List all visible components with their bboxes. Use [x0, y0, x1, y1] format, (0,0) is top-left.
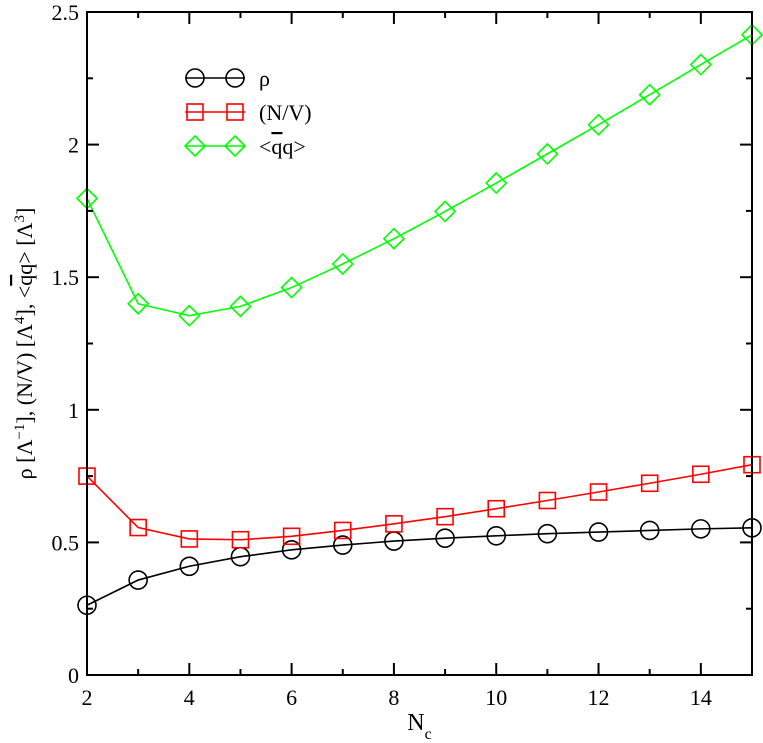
data-point-1 [487, 499, 506, 518]
legend-label: (N/V) [259, 100, 312, 125]
y-axis-label-part: q [12, 275, 37, 286]
data-point-1 [129, 518, 147, 537]
y-axis-label-part: ], (N/V) [Λ [12, 324, 37, 424]
legend-marker [186, 103, 204, 121]
data-point-0 [128, 570, 148, 590]
data-point-0 [691, 519, 711, 539]
y-axis-label-part: 4 [12, 316, 28, 324]
x-tick-label: 10 [485, 685, 507, 710]
y-tick-label: 0 [68, 663, 79, 688]
y-tick-label: 1.5 [52, 265, 80, 290]
series-layer [75, 23, 763, 616]
x-tick-label: 6 [286, 685, 297, 710]
x-tick-label: 8 [388, 685, 399, 710]
data-point-0 [435, 528, 455, 548]
data-point-1 [436, 507, 454, 526]
data-point-1 [180, 530, 199, 548]
data-point-2 [433, 200, 457, 223]
data-point-1 [589, 483, 608, 501]
legend-marker [185, 68, 205, 88]
data-point-0 [537, 523, 558, 544]
y-axis-label-part: ], < [12, 286, 37, 317]
x-axis-label-main: N [407, 710, 424, 736]
legend-marker [225, 68, 245, 88]
y-axis-label-part: 3 [12, 215, 28, 223]
legend-entry-0: ρ [185, 66, 270, 91]
y-tick-label: 2.5 [52, 0, 80, 25]
legend-label-part: < [259, 134, 271, 159]
legend-entry-2: <qq> [183, 134, 306, 159]
y-axis-label-part: q> [Λ [12, 222, 37, 274]
x-axis-label: Nc [407, 710, 431, 743]
legend-label: <qq> [259, 134, 306, 159]
data-point-1 [333, 521, 352, 540]
data-point-2 [638, 83, 661, 106]
data-point-2 [382, 227, 406, 250]
data-point-2 [127, 292, 150, 315]
series-2 [75, 23, 763, 327]
legend-label-part: (N/V) [259, 100, 312, 125]
y-axis-label-part: −1 [12, 424, 28, 440]
x-tick-label: 2 [82, 685, 93, 710]
data-point-2 [485, 171, 508, 195]
y-tick-label: 2 [68, 133, 79, 158]
data-point-2 [536, 142, 559, 166]
data-point-0 [332, 535, 353, 555]
legend-entry-1: (N/V) [185, 100, 312, 125]
data-point-0 [281, 540, 302, 560]
legend-label-part: q [271, 134, 282, 159]
x-axis-label-sub: c [425, 726, 432, 743]
legend-marker [223, 134, 247, 158]
series-0 [77, 518, 762, 616]
data-point-1 [538, 491, 557, 510]
axes: 2 4 6 8 10 12 14 0 0.5 1 1.5 2 2.5 Nc ρ [Λ−1], (N/V) [… [12, 0, 753, 743]
data-point-0 [639, 520, 660, 541]
y-tick-label: 0.5 [52, 530, 80, 555]
data-point-0 [588, 522, 609, 542]
data-point-2 [689, 53, 712, 76]
y-tick-label: 1 [68, 398, 79, 423]
x-tick-label: 12 [588, 685, 610, 710]
y-axis-label-part: ] [12, 208, 37, 215]
data-point-1 [231, 530, 250, 549]
data-point-2 [178, 304, 201, 327]
data-point-1 [385, 515, 403, 533]
data-point-2 [331, 252, 354, 276]
y-axis-label: ρ [Λ−1], (N/V) [Λ4], <qq> [Λ3] [12, 208, 37, 480]
x-tick-label: 14 [690, 685, 712, 710]
legend-label: ρ [259, 66, 270, 91]
data-point-1 [640, 474, 659, 493]
legend: ρ (N/V) <qq> [183, 66, 312, 159]
x-tick-label: 4 [184, 685, 195, 710]
data-point-2 [280, 276, 303, 299]
legend-label-part: q> [282, 134, 305, 159]
data-point-0 [486, 525, 507, 546]
legend-label-part: ρ [259, 66, 270, 91]
legend-marker [226, 103, 244, 121]
legend-marker [183, 134, 207, 158]
data-point-0 [179, 556, 200, 577]
y-axis-label-part: ρ [Λ [12, 440, 37, 480]
data-point-2 [587, 113, 610, 136]
data-point-1 [282, 527, 301, 546]
data-point-1 [692, 465, 710, 484]
data-point-2 [229, 295, 252, 318]
